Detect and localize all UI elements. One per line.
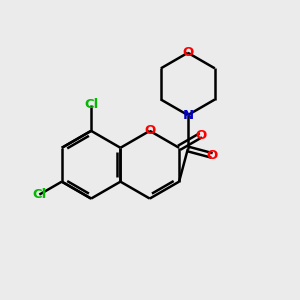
Text: N: N: [182, 109, 194, 122]
Text: O: O: [144, 124, 155, 137]
Text: Cl: Cl: [32, 188, 46, 201]
Text: O: O: [206, 149, 218, 162]
Text: O: O: [195, 129, 206, 142]
Text: O: O: [182, 46, 194, 59]
Text: Cl: Cl: [84, 98, 98, 111]
